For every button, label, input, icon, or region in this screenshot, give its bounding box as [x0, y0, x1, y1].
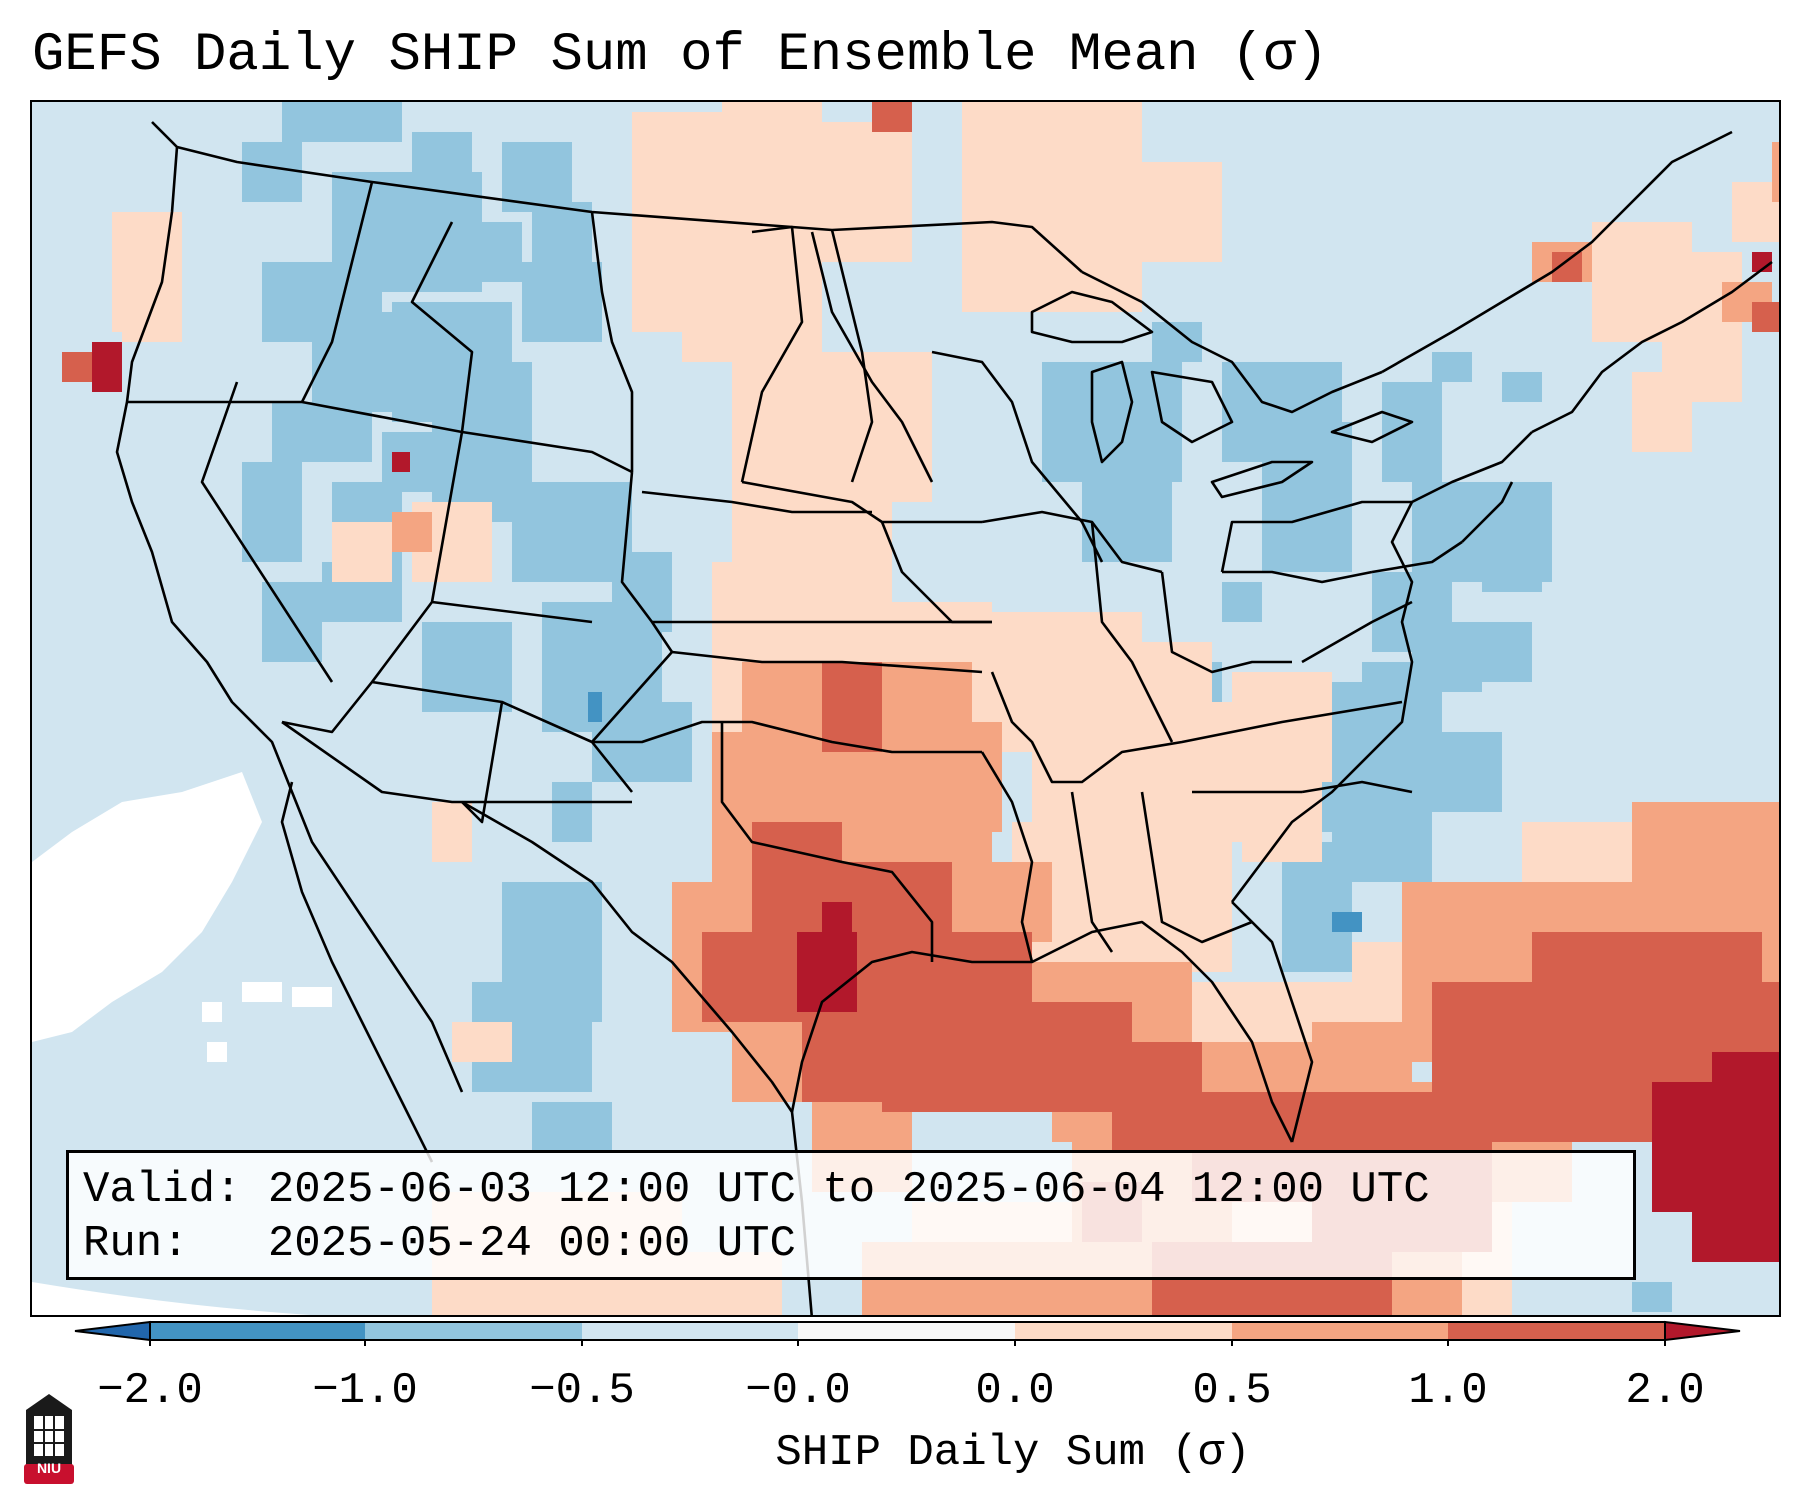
logo-text: NIU [36, 1460, 62, 1476]
colorbar-tick-label: −2.0 [97, 1366, 203, 1416]
colorbar-bin [150, 1322, 365, 1340]
map-panel [30, 100, 1781, 1317]
colorbar-tick-label: 0.5 [1192, 1366, 1272, 1416]
colorbar-bin [1232, 1322, 1448, 1340]
colorbar-bin [1015, 1322, 1232, 1340]
chart-title: GEFS Daily SHIP Sum of Ensemble Mean (σ) [32, 25, 1329, 86]
extreme-red-anomaly-cells [92, 252, 1779, 1262]
valid-label: Valid: [83, 1165, 242, 1215]
map-canvas [32, 102, 1779, 1315]
colorbar-bin [1448, 1322, 1665, 1340]
colorbar-tick-label: 0.0 [975, 1366, 1055, 1416]
colorbar-outline [149, 1321, 1666, 1341]
colorbar-ticks [149, 1340, 1666, 1346]
niu-logo-icon [24, 1394, 74, 1484]
colorbar-under-extend [74, 1320, 151, 1342]
colorbar-tick-label: −0.5 [529, 1366, 635, 1416]
near-zero-zone [32, 772, 332, 1315]
colorbar-over-extend [1664, 1320, 1741, 1342]
colorbar-tick-label: 2.0 [1625, 1366, 1705, 1416]
valid-run-info-box: Valid: 2025-06-03 12:00 UTC to 2025-06-0… [66, 1150, 1636, 1280]
colorbar [74, 1320, 1741, 1346]
colorbar-tick-label: −1.0 [312, 1366, 418, 1416]
colorbar-bin [582, 1322, 798, 1340]
colorbar-tick-label: 1.0 [1408, 1366, 1488, 1416]
run-value: 2025-05-24 00:00 UTC [267, 1219, 796, 1269]
colorbar-bin [365, 1322, 582, 1340]
strong-blue-cells [588, 692, 1362, 932]
run-label: Run: [83, 1219, 189, 1269]
colorbar-tick-label: −0.0 [745, 1366, 851, 1416]
colorbar-label: SHIP Daily Sum (σ) [775, 1428, 1251, 1478]
valid-value: 2025-06-03 12:00 UTC to 2025-06-04 12:00… [267, 1165, 1430, 1215]
colorbar-bin [798, 1322, 1015, 1340]
boundary-lines [115, 121, 1773, 1315]
